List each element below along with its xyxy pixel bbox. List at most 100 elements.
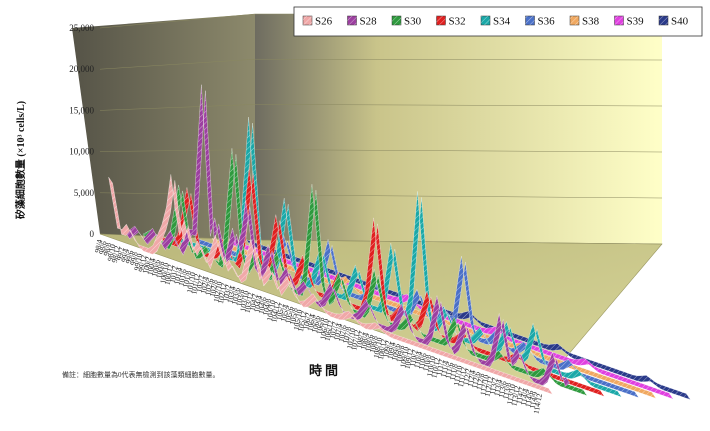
legend-swatch-hatch	[614, 16, 624, 25]
x-tick-label: 102/6	[203, 277, 215, 296]
x-tick-label: 98/12	[110, 245, 122, 264]
y-tick-label: 20,000	[69, 64, 94, 74]
ribbon-series	[108, 84, 691, 400]
y-tick-labels: 0 5,000 10,000 15,000 20,000 25,000	[69, 23, 94, 239]
x-tick-label: 109/8	[394, 344, 406, 363]
back-wall	[255, 14, 662, 244]
series-ribbon-S36	[194, 234, 640, 398]
x-tick-label: 107/4	[332, 323, 344, 342]
x-tick-label: 103/10	[238, 290, 251, 312]
x-tick-label: 106/2	[301, 312, 313, 331]
x-tick-label: 98/6	[97, 240, 108, 255]
y-axis-title: 矽藻細胞數量 (×10³ cells/L)	[14, 101, 27, 219]
y-gridline	[99, 149, 663, 153]
x-tick-label: 98/4	[93, 239, 104, 254]
x-tick-label: 109/4	[385, 341, 397, 360]
x-tick-label: 100/8	[154, 260, 166, 279]
x-tick-label: 99/8	[128, 251, 139, 266]
x-tick-label: 103/6	[230, 287, 242, 306]
x-tick-label: 114/4	[519, 388, 531, 406]
x-tick-label: 110/8	[421, 354, 433, 372]
x-tick-label: 103/12	[243, 291, 256, 313]
x-tick-label: 102/10	[211, 281, 224, 303]
x-tick-label: 109/10	[398, 346, 411, 368]
x-tick-label: 98/10	[105, 243, 117, 262]
x-tick-label: 101/6	[177, 268, 189, 287]
x-tick-label: 110/10	[425, 355, 437, 377]
series-hatch-S30	[143, 148, 588, 396]
x-tick-label: 113/10	[505, 383, 517, 405]
x-tick-label: 104/8	[261, 298, 273, 317]
x-tick-label: 114/6	[523, 389, 535, 407]
legend-item-S34: S34	[480, 16, 511, 28]
legend-label: S26	[315, 16, 333, 28]
legend: S26 S28 S30 S32 S34 S36 S38 S39 S40	[293, 6, 703, 37]
x-tick-label: 106/12	[323, 319, 336, 341]
x-tick-label: 102/8	[208, 279, 220, 298]
legend-label: S32	[449, 16, 466, 28]
x-tick-label: 101/12	[189, 273, 202, 295]
y-gridline	[99, 58, 663, 70]
x-tick-label: 112/12	[483, 375, 495, 397]
y-tick-label: 25,000	[69, 23, 94, 33]
x-tick-label: 107/2	[328, 321, 340, 340]
x-tick-label: 114/12	[532, 393, 544, 415]
x-tick-label: 105/6	[283, 305, 295, 324]
x-tick-label: 112/10	[478, 374, 490, 396]
x-tick-label: 99/12	[137, 254, 149, 273]
legend-item-S32: S32	[436, 16, 466, 28]
series-ribbon-S34	[177, 117, 622, 398]
x-tick-label: 101/4	[172, 267, 184, 286]
legend-item-S39: S39	[614, 16, 645, 28]
x-tick-label: 101/8	[181, 270, 193, 289]
legend-item-S28: S28	[347, 16, 377, 28]
legend-label: S36	[538, 16, 556, 28]
y-tick-label: 0	[90, 229, 95, 239]
x-tick-label: 109/2	[381, 340, 393, 359]
x-tick-labels: 98/498/698/898/1098/1299/299/499/699/899…	[93, 239, 544, 415]
x-tick-label: 110/2	[408, 349, 420, 367]
legend-swatch-hatch	[436, 16, 446, 25]
legend-label: S39	[627, 16, 645, 28]
x-tick-label: 101/2	[168, 265, 180, 284]
x-tick-label: 106/8	[314, 316, 326, 335]
x-tick-label: 104/2	[248, 293, 260, 312]
x-tick-label: 108/10	[371, 337, 384, 359]
x-tick-label: 101/10	[185, 271, 198, 293]
y-tick-label: 10,000	[69, 147, 94, 157]
x-tick-label: 108/6	[363, 333, 375, 352]
legend-box	[293, 6, 703, 37]
x-tick-label: 111/12	[456, 366, 468, 388]
legend-swatch-hatch	[392, 16, 401, 25]
x-tick-label: 100/2	[141, 256, 153, 275]
x-tick-label: 111/2	[434, 358, 446, 376]
x-tick-label: 111/4	[439, 360, 451, 378]
x-tick-label: 109/6	[390, 343, 402, 362]
x-tick-label: 102/12	[216, 282, 229, 304]
x-tick-label: 100/10	[158, 262, 171, 284]
series-hatch-S28	[125, 84, 570, 387]
x-tick-label: 107/12	[349, 329, 362, 351]
x-tick-label: 110/12	[429, 357, 441, 379]
x-tick-label: 109/12	[403, 347, 416, 369]
y-tick-label: 5,000	[74, 188, 95, 198]
x-tick-label: 108/2	[354, 330, 366, 349]
x-tick-label: 114/2	[514, 386, 526, 404]
x-tick-label: 108/12	[376, 338, 389, 360]
x-tick-label: 99/4	[119, 248, 130, 263]
series-ribbon-S26	[108, 174, 553, 395]
legend-item-S26: S26	[302, 16, 333, 28]
x-tick-label: 113/4	[492, 379, 504, 397]
legend-swatch-hatch	[303, 16, 312, 25]
x-tick-label: 102/4	[199, 276, 211, 295]
x-tick-label: 106/10	[318, 318, 331, 340]
legend-label: S38	[582, 16, 600, 28]
x-tick-label: 103/2	[221, 284, 233, 303]
x-tick-label: 114/9	[528, 391, 540, 409]
x-tick-label: 99/6	[124, 249, 135, 264]
legend-swatch-hatch	[659, 16, 668, 25]
x-tick-label: 108/8	[368, 335, 380, 354]
x-tick-label: 102/2	[194, 274, 206, 293]
